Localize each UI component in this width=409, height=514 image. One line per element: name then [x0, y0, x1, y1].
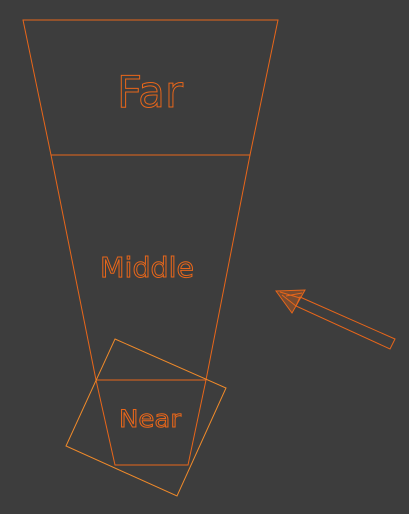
middle-label: Middle — [100, 251, 194, 284]
near-bounding-box — [65, 338, 227, 497]
arrow-icon — [275, 289, 396, 350]
near-label: Near — [119, 405, 181, 433]
far-label: Far — [117, 67, 184, 118]
near-section — [95, 379, 207, 466]
